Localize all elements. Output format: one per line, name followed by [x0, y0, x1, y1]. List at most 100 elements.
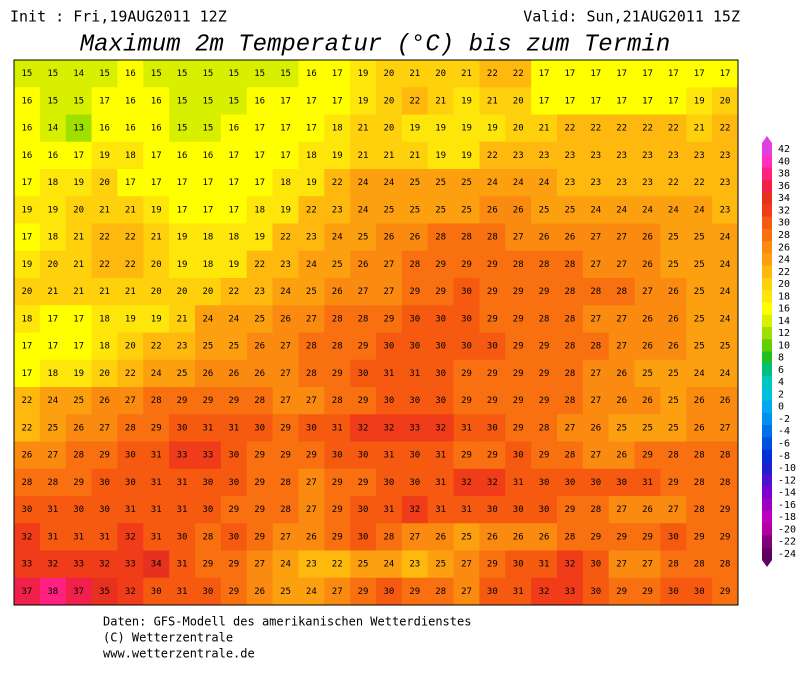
temperature-cell [582, 550, 610, 579]
temperature-value: 19 [228, 260, 239, 270]
temperature-value: 21 [487, 96, 498, 106]
temperature-value: 27 [642, 560, 653, 570]
temperature-value: 24 [358, 205, 369, 215]
temperature-cell [39, 305, 67, 333]
temperature-cell [117, 169, 144, 197]
temperature-cell [246, 414, 274, 442]
temperature-cell [634, 414, 661, 442]
temperature-value: 29 [435, 260, 446, 270]
temperature-value: 27 [590, 396, 601, 406]
legend-label: 12 [778, 328, 790, 339]
temperature-value: 19 [151, 314, 162, 324]
temperature-value: 18 [125, 151, 136, 161]
temperature-value: 30 [435, 396, 446, 406]
legend-label: 20 [778, 279, 790, 290]
temperature-value: 32 [565, 560, 576, 570]
temperature-value: 31 [73, 532, 84, 542]
temperature-value: 17 [254, 124, 265, 134]
temperature-value: 22 [668, 124, 679, 134]
temperature-cell [376, 523, 403, 551]
temperature-cell [531, 250, 558, 279]
temperature-value: 27 [513, 233, 524, 243]
temperature-value: 26 [668, 287, 679, 297]
temperature-cell [401, 496, 429, 524]
temperature-value: 29 [254, 532, 265, 542]
temperature-value: 27 [409, 532, 420, 542]
legend-label: -2 [778, 414, 790, 425]
temperature-cell [169, 387, 196, 415]
temperature-value: 26 [616, 396, 627, 406]
legend-label: 6 [778, 365, 784, 376]
temperature-value: 27 [280, 532, 291, 542]
temperature-cell [169, 550, 196, 579]
temperature-cell [272, 577, 299, 606]
temperature-cell [479, 141, 506, 170]
temperature-cell [65, 60, 93, 88]
temperature-value: 26 [384, 233, 395, 243]
temperature-cell [401, 305, 429, 333]
temperature-value: 25 [358, 560, 369, 570]
temperature-value: 31 [384, 505, 395, 515]
temperature-cell [169, 278, 196, 306]
temperature-cell [272, 278, 299, 306]
temperature-value: 20 [384, 124, 395, 134]
temperature-cell [220, 332, 248, 361]
temperature-cell [117, 223, 144, 252]
temperature-value: 31 [642, 478, 653, 488]
temperature-value: 28 [332, 314, 343, 324]
legend-label: -14 [778, 488, 796, 499]
temperature-cell [195, 496, 222, 524]
temperature-cell [324, 87, 351, 115]
temperature-cell [143, 550, 170, 579]
legend-arrow-top [762, 136, 772, 143]
temperature-value: 22 [228, 287, 239, 297]
temperature-cell [39, 359, 67, 388]
temperature-value: 17 [590, 96, 601, 106]
temperature-cell [557, 87, 584, 115]
temperature-cell [401, 523, 429, 551]
temperature-value: 26 [642, 342, 653, 352]
temperature-value: 29 [384, 314, 395, 324]
temperature-value: 29 [487, 369, 498, 379]
temperature-cell [39, 414, 67, 442]
temperature-cell [39, 577, 67, 606]
temperature-cell [712, 523, 739, 551]
temperature-value: 30 [487, 423, 498, 433]
temperature-value: 30 [461, 287, 472, 297]
temperature-cell [14, 577, 41, 606]
temperature-value: 27 [306, 396, 317, 406]
temperature-value: 26 [254, 587, 265, 597]
temperature-cell [453, 414, 480, 442]
legend-label: 28 [778, 230, 790, 241]
temperature-value: 17 [280, 151, 291, 161]
temperature-cell [14, 60, 41, 88]
temperature-value: 29 [616, 532, 627, 542]
temperature-value: 27 [306, 505, 317, 515]
temperature-value: 26 [642, 233, 653, 243]
temperature-cell [298, 359, 325, 388]
temperature-value: 20 [203, 287, 214, 297]
temperature-value: 29 [642, 532, 653, 542]
temperature-value: 29 [513, 287, 524, 297]
temperature-cell [195, 278, 222, 306]
temperature-value: 17 [22, 233, 33, 243]
temperature-cell [531, 414, 558, 442]
temperature-value: 21 [125, 287, 136, 297]
temperature-value: 21 [435, 96, 446, 106]
temperature-cell [14, 196, 41, 224]
temperature-value: 30 [409, 396, 420, 406]
temperature-cell [220, 468, 248, 497]
temperature-value: 30 [409, 314, 420, 324]
temperature-value: 22 [125, 233, 136, 243]
temperature-cell [427, 496, 455, 524]
temperature-value: 17 [22, 369, 33, 379]
temperature-cell [479, 305, 506, 333]
temperature-value: 31 [435, 505, 446, 515]
temperature-cell [634, 223, 661, 252]
temperature-value: 31 [513, 478, 524, 488]
temperature-cell [220, 278, 248, 306]
temperature-value: 32 [22, 532, 33, 542]
temperature-cell [350, 305, 377, 333]
temperature-cell [660, 114, 687, 143]
temperature-value: 15 [280, 69, 291, 79]
